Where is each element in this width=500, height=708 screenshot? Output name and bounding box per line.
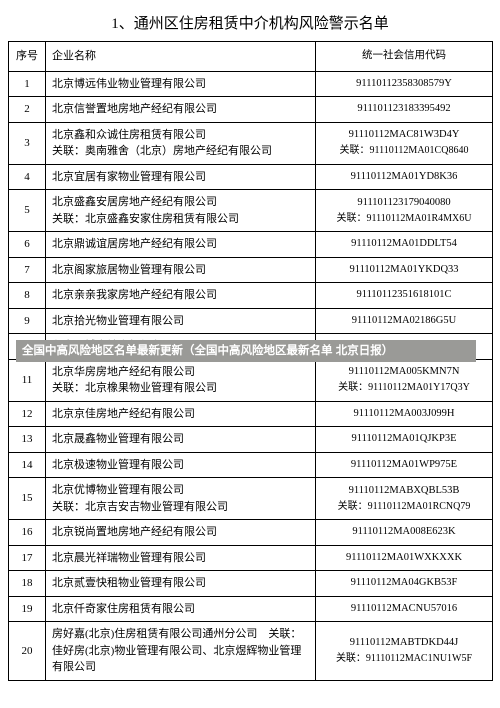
table-row: 14北京极速物业管理有限公司91110112MA01WP975E — [9, 452, 493, 478]
table-row: 3北京鑫和众诚住房租赁有限公司关联：奥南雅舍（北京）房地产经纪有限公司91110… — [9, 122, 493, 164]
cell-name: 北京亲亲我家房地产经纪有限公司 — [46, 283, 316, 309]
cell-seq: 19 — [9, 596, 46, 622]
cell-seq: 17 — [9, 545, 46, 571]
table-row: 17北京晨光祥瑞物业管理有限公司91110112MA01WXKXXK — [9, 545, 493, 571]
table-row: 12北京京佳房地产经纪有限公司91110112MA003J099H — [9, 401, 493, 427]
cell-seq: 1 — [9, 71, 46, 97]
table-row: 19北京仟奇家住房租赁有限公司91110112MACNU57016 — [9, 596, 493, 622]
cell-code: 91110112358308579Y — [316, 71, 493, 97]
cell-code: 91110112MABXQBL53B关联：91110112MA01RCNQ79 — [316, 478, 493, 520]
cell-name: 北京极速物业管理有限公司 — [46, 452, 316, 478]
cell-code: 91110112MABTDKD44J关联：91110112MAC1NU1W5F — [316, 622, 493, 681]
cell-name: 北京贰壹快租物业管理有限公司 — [46, 571, 316, 597]
cell-code: 91110112MA01YKDQ33 — [316, 257, 493, 283]
cell-seq: 8 — [9, 283, 46, 309]
cell-name: 北京晨光祥瑞物业管理有限公司 — [46, 545, 316, 571]
cell-seq: 7 — [9, 257, 46, 283]
table-row: 16北京锐尚置地房地产经纪有限公司91110112MA008E623K — [9, 520, 493, 546]
cell-code: 91110112MA01WXKXXK — [316, 545, 493, 571]
cell-name: 北京阁家旅居物业管理有限公司 — [46, 257, 316, 283]
cell-code: 91110112MA003J099H — [316, 401, 493, 427]
cell-name: 北京京佳房地产经纪有限公司 — [46, 401, 316, 427]
cell-code: 911101123183395492 — [316, 97, 493, 123]
table-header-row: 序号 企业名称 统一社会信用代码 — [9, 42, 493, 72]
header-seq: 序号 — [9, 42, 46, 72]
cell-seq: 2 — [9, 97, 46, 123]
page-title: 1、通州区住房租赁中介机构风险警示名单 — [8, 12, 492, 33]
table-row: 7北京阁家旅居物业管理有限公司91110112MA01YKDQ33 — [9, 257, 493, 283]
cell-seq: 5 — [9, 190, 46, 232]
cell-name: 北京鼎诚谊居房地产经纪有限公司 — [46, 232, 316, 258]
cell-name: 北京锐尚置地房地产经纪有限公司 — [46, 520, 316, 546]
cell-code: 91110112MA02186G5U — [316, 308, 493, 334]
cell-seq: 12 — [9, 401, 46, 427]
cell-seq: 11 — [9, 359, 46, 401]
table-row: 8北京亲亲我家房地产经纪有限公司91110112351618101C — [9, 283, 493, 309]
cell-code: 91110112MACNU57016 — [316, 596, 493, 622]
cell-seq: 9 — [9, 308, 46, 334]
cell-name: 北京宜居有家物业管理有限公司 — [46, 164, 316, 190]
cell-code: 91110112MA008E623K — [316, 520, 493, 546]
cell-code: 911101123179040080关联：91110112MA01R4MX6U — [316, 190, 493, 232]
cell-seq: 3 — [9, 122, 46, 164]
table-row: 13北京晟鑫物业管理有限公司91110112MA01QJKP3E — [9, 427, 493, 453]
header-name: 企业名称 — [46, 42, 316, 72]
table-row: 2北京信誉置地房地产经纪有限公司911101123183395492 — [9, 97, 493, 123]
table-row: 11北京华房房地产经纪有限公司关联：北京橡果物业管理有限公司91110112MA… — [9, 359, 493, 401]
cell-seq: 4 — [9, 164, 46, 190]
table-row: 6北京鼎诚谊居房地产经纪有限公司91110112MA01DDLT54 — [9, 232, 493, 258]
cell-seq: 15 — [9, 478, 46, 520]
cell-code: 91110112MAC81W3D4Y关联：91110112MA01CQ8640 — [316, 122, 493, 164]
cell-seq: 6 — [9, 232, 46, 258]
cell-name: 北京拾光物业管理有限公司 — [46, 308, 316, 334]
table-row: 20房好嘉(北京)住房租赁有限公司通州分公司 关联：佳好房(北京)物业管理有限公… — [9, 622, 493, 681]
table-row: 15北京优博物业管理有限公司关联：北京吉安吉物业管理有限公司91110112MA… — [9, 478, 493, 520]
cell-code: 91110112MA01QJKP3E — [316, 427, 493, 453]
cell-name: 北京优博物业管理有限公司关联：北京吉安吉物业管理有限公司 — [46, 478, 316, 520]
cell-code: 91110112MA04GKB53F — [316, 571, 493, 597]
cell-name: 北京博远伟业物业管理有限公司 — [46, 71, 316, 97]
cell-name: 房好嘉(北京)住房租赁有限公司通州分公司 关联：佳好房(北京)物业管理有限公司、… — [46, 622, 316, 681]
cell-name: 北京华房房地产经纪有限公司关联：北京橡果物业管理有限公司 — [46, 359, 316, 401]
cell-code: 91110112MA005KMN7N关联：91110112MA01Y17Q3Y — [316, 359, 493, 401]
cell-code: 91110112MA01DDLT54 — [316, 232, 493, 258]
cell-code: 91110112351618101C — [316, 283, 493, 309]
table-row: 9北京拾光物业管理有限公司91110112MA02186G5U — [9, 308, 493, 334]
cell-seq: 20 — [9, 622, 46, 681]
table-row: 5北京盛鑫安居房地产经纪有限公司关联：北京盛鑫安家住房租赁有限公司9111011… — [9, 190, 493, 232]
cell-name: 北京信誉置地房地产经纪有限公司 — [46, 97, 316, 123]
cell-name: 北京仟奇家住房租赁有限公司 — [46, 596, 316, 622]
cell-code: 91110112MA01WP975E — [316, 452, 493, 478]
overlay-banner: 全国中高风险地区名单最新更新（全国中高风险地区最新名单 北京日报） — [16, 340, 476, 362]
cell-code: 91110112MA01YD8K36 — [316, 164, 493, 190]
cell-seq: 16 — [9, 520, 46, 546]
header-code: 统一社会信用代码 — [316, 42, 493, 72]
table-row: 1北京博远伟业物业管理有限公司91110112358308579Y — [9, 71, 493, 97]
cell-seq: 13 — [9, 427, 46, 453]
cell-seq: 18 — [9, 571, 46, 597]
cell-name: 北京鑫和众诚住房租赁有限公司关联：奥南雅舍（北京）房地产经纪有限公司 — [46, 122, 316, 164]
table-row: 4北京宜居有家物业管理有限公司91110112MA01YD8K36 — [9, 164, 493, 190]
cell-seq: 14 — [9, 452, 46, 478]
cell-name: 北京晟鑫物业管理有限公司 — [46, 427, 316, 453]
cell-name: 北京盛鑫安居房地产经纪有限公司关联：北京盛鑫安家住房租赁有限公司 — [46, 190, 316, 232]
table-row: 18北京贰壹快租物业管理有限公司91110112MA04GKB53F — [9, 571, 493, 597]
